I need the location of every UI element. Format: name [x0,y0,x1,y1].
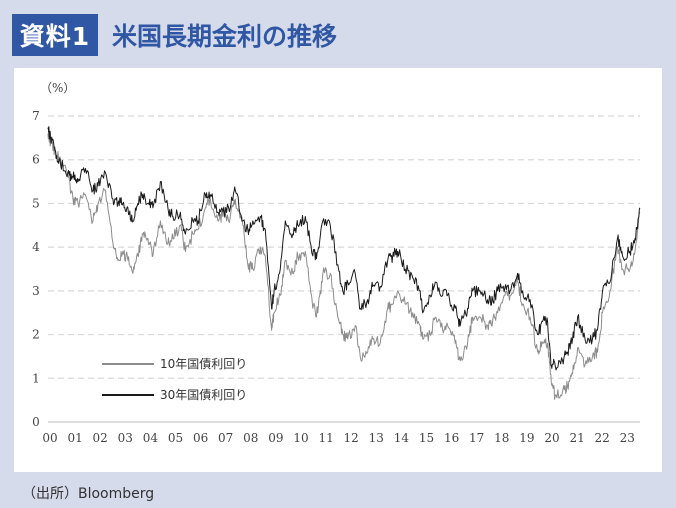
y-tick-label: 2 [32,328,40,342]
x-tick-label: 18 [494,431,509,445]
source-note: （出所）Bloomberg [22,486,155,502]
x-tick-label: 08 [243,431,258,445]
x-tick-label: 22 [595,431,610,445]
y-tick-label: 3 [32,284,40,298]
y-tick-label: 7 [32,109,40,123]
x-tick-label: 15 [419,431,434,445]
x-tick-label: 01 [67,431,82,445]
x-tick-label: 19 [519,431,534,445]
y-tick-label: 4 [32,240,40,254]
legend-label: 30年国債利回り [160,387,247,402]
x-tick-label: 12 [344,431,359,445]
x-tick-label: 13 [369,431,384,445]
legend-label: 10年国債利回り [160,356,247,371]
x-tick-label: 05 [168,431,183,445]
x-tick-label: 06 [193,431,208,445]
x-tick-labels: 00 01 02 03 04 05 06 07 08 09 10 11 12 13 14 15 16 17 18 19… [42,431,635,445]
chart-title: 米国長期金利の推移 [112,22,338,51]
y-tick-label: 5 [32,196,40,210]
x-tick-label: 03 [118,431,133,445]
x-tick-label: 20 [544,431,559,445]
x-tick-label: 23 [620,431,635,445]
y-axis-unit: （%） [40,81,75,95]
y-tick-labels: 0 1 2 3 4 5 6 7 [32,109,40,429]
x-tick-label: 11 [318,431,333,445]
x-tick-label: 10 [293,431,308,445]
series-lines [47,126,641,400]
series-line-30y [47,126,641,371]
x-tick-label: 04 [143,431,159,445]
x-tick-label: 14 [394,431,410,445]
x-tick-label: 16 [444,431,459,445]
x-tick-label: 21 [569,431,584,445]
legend: 10年国債利回り 30年国債利回り [102,356,247,402]
header-badge: 資料1 [12,14,98,56]
y-tick-label: 0 [32,415,40,429]
y-tick-label: 6 [32,153,40,167]
x-tick-label: 02 [93,431,108,445]
x-tick-label: 09 [268,431,283,445]
x-tick-label: 00 [42,431,57,445]
x-tick-label: 17 [469,431,484,445]
x-tick-label: 07 [218,431,233,445]
series-line-10y [47,131,641,400]
y-tick-label: 1 [32,371,40,385]
